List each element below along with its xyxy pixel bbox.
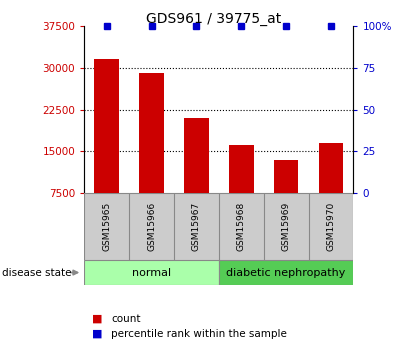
- Text: count: count: [111, 314, 141, 324]
- FancyBboxPatch shape: [129, 193, 174, 260]
- FancyBboxPatch shape: [219, 260, 353, 285]
- Text: GDS961 / 39775_at: GDS961 / 39775_at: [146, 12, 282, 26]
- Text: GSM15968: GSM15968: [237, 202, 246, 252]
- FancyBboxPatch shape: [84, 260, 219, 285]
- Text: disease state: disease state: [2, 268, 72, 277]
- Text: GSM15966: GSM15966: [147, 202, 156, 252]
- Text: ■: ■: [92, 314, 103, 324]
- Bar: [184, 118, 209, 235]
- Text: GSM15965: GSM15965: [102, 202, 111, 252]
- Text: GSM15970: GSM15970: [326, 202, 335, 252]
- Text: normal: normal: [132, 268, 171, 277]
- FancyBboxPatch shape: [309, 193, 353, 260]
- Bar: [139, 73, 164, 235]
- FancyBboxPatch shape: [174, 193, 219, 260]
- Bar: [229, 145, 254, 235]
- Bar: [319, 143, 343, 235]
- Bar: [95, 59, 119, 235]
- Bar: [274, 160, 298, 235]
- Text: diabetic nephropathy: diabetic nephropathy: [226, 268, 346, 277]
- Text: GSM15967: GSM15967: [192, 202, 201, 252]
- FancyBboxPatch shape: [219, 193, 264, 260]
- FancyBboxPatch shape: [264, 193, 309, 260]
- Text: ■: ■: [92, 329, 103, 338]
- Text: GSM15969: GSM15969: [282, 202, 291, 252]
- Text: percentile rank within the sample: percentile rank within the sample: [111, 329, 287, 338]
- FancyBboxPatch shape: [84, 193, 129, 260]
